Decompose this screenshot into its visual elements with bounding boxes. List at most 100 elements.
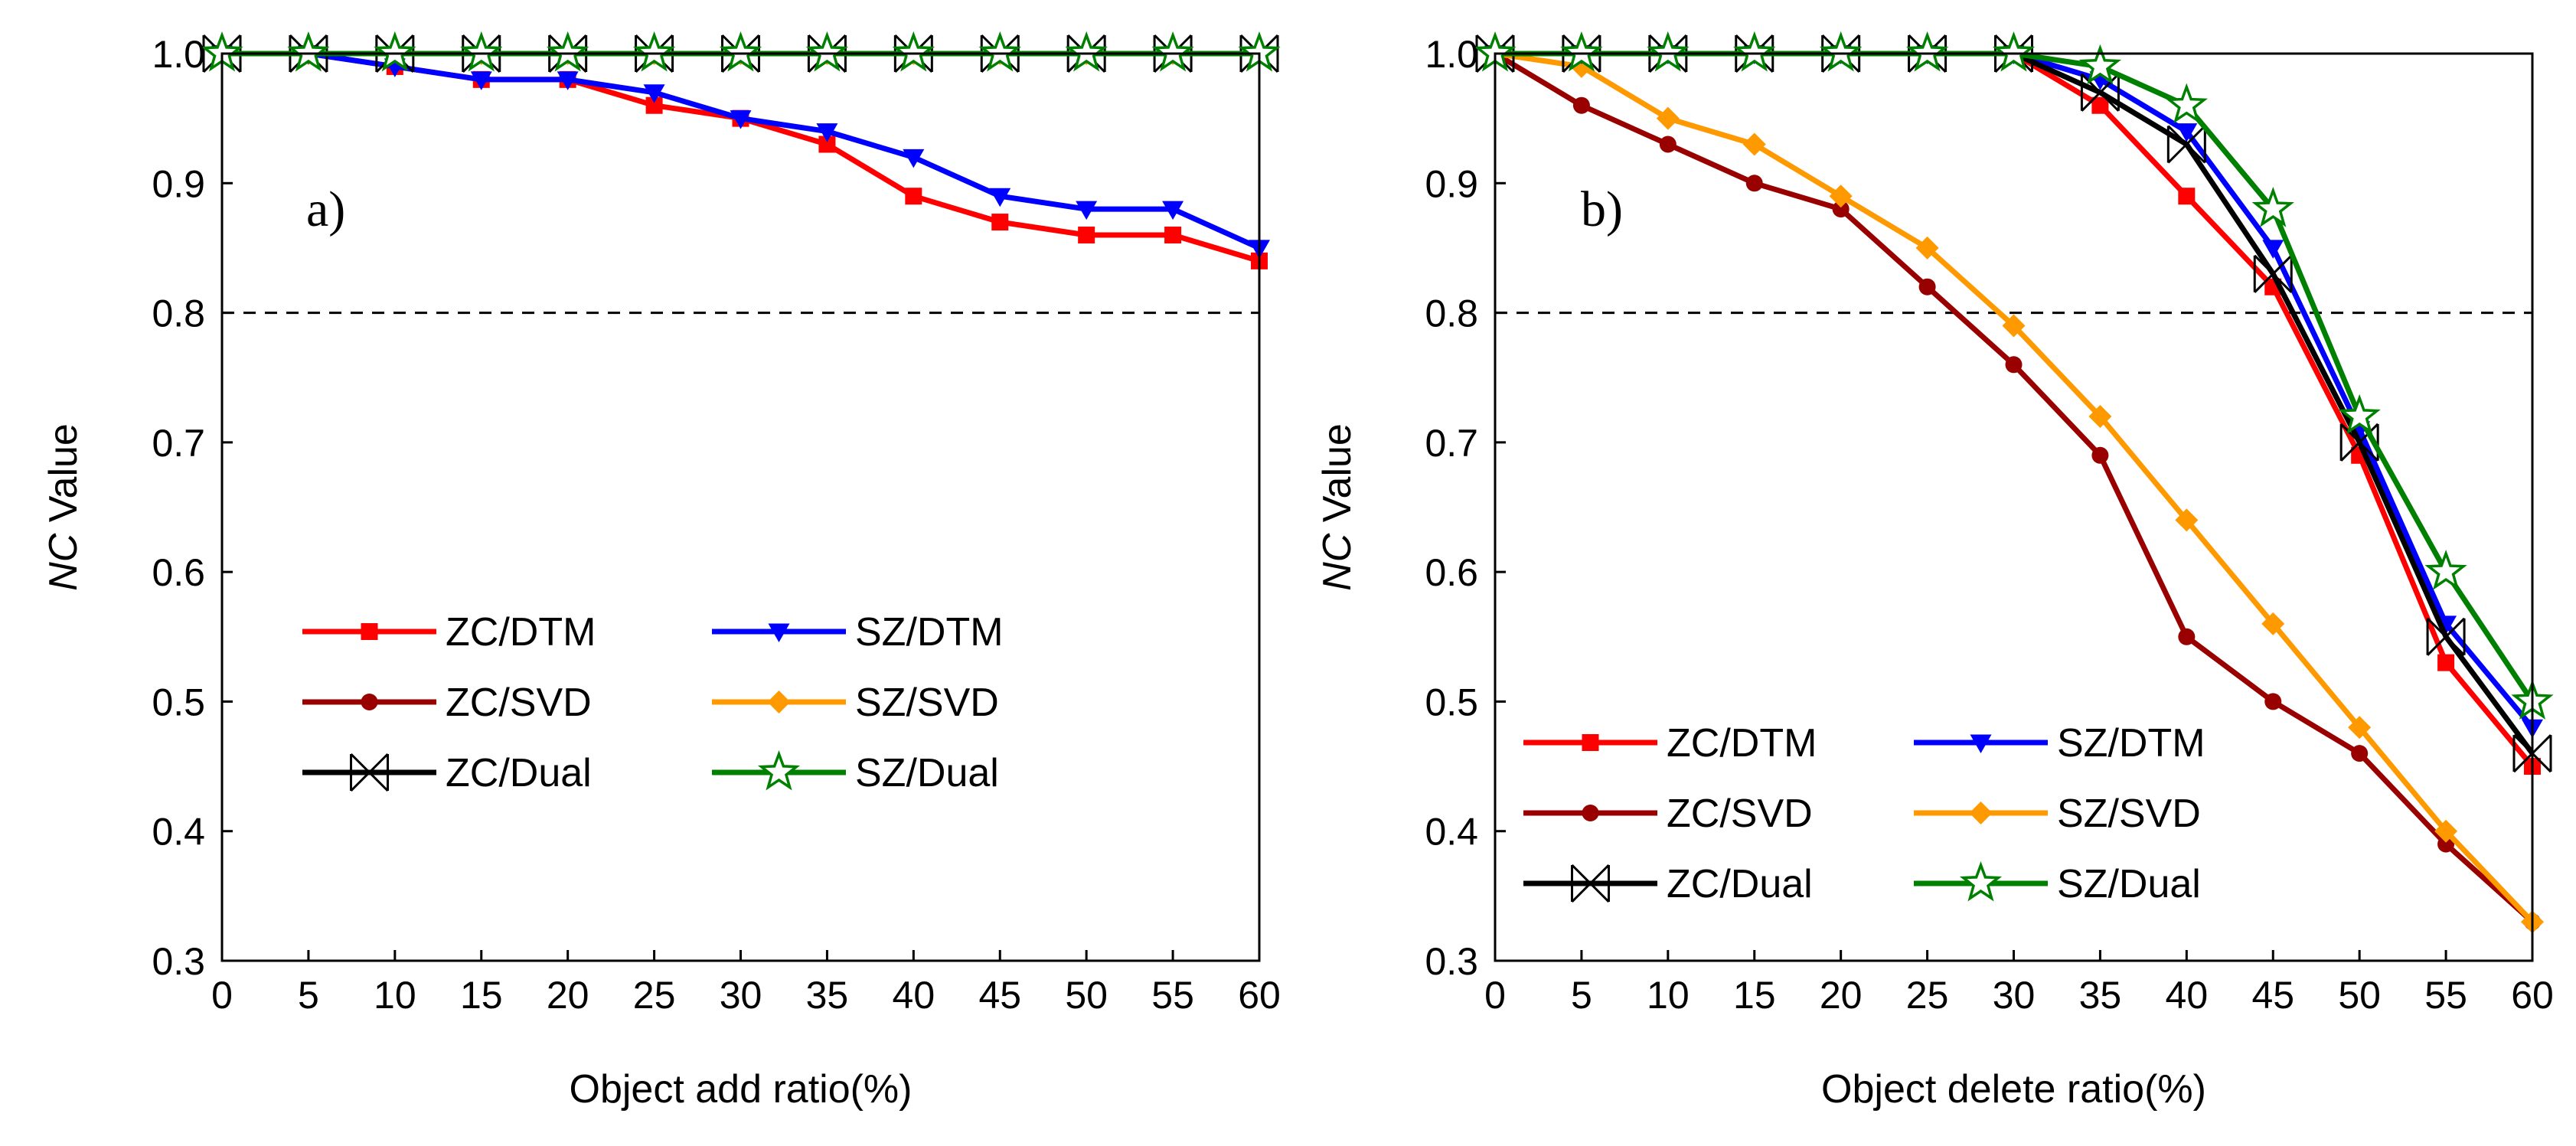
legend-item-zc-dual: ZC/Dual — [1523, 862, 1813, 906]
data-point-sz-dual — [1151, 31, 1194, 72]
y-tick-label: 0.4 — [152, 811, 205, 854]
y-tick-label: 0.3 — [1425, 940, 1478, 983]
legend-item-sz-svd: SZ/SVD — [1914, 792, 2201, 836]
series-line-zc-dtm — [222, 51, 1261, 264]
x-tick-label: 55 — [2424, 974, 2467, 1017]
legend-item-sz-svd: SZ/SVD — [712, 681, 999, 725]
y-tick-label: 0.5 — [1425, 681, 1478, 723]
y-tick-label: 0.8 — [1425, 292, 1478, 335]
data-point-sz-dtm — [1076, 201, 1098, 220]
y-tick-label: 0.9 — [152, 162, 205, 205]
data-point-zc-dtm — [991, 214, 1009, 231]
legend-label-sz-dtm: SZ/DTM — [855, 610, 1004, 655]
data-point-sz-svd — [2434, 819, 2458, 843]
series-line-sz-dtm — [222, 51, 1261, 251]
y-tick-label: 0.3 — [152, 940, 205, 983]
x-tick-label: 55 — [1151, 974, 1194, 1017]
legend-item-zc-svd: ZC/SVD — [302, 681, 592, 725]
data-point-sz-dual — [2078, 44, 2121, 85]
legend-marker-sz-dtm — [1970, 734, 1992, 753]
data-point-sz-dtm — [816, 123, 838, 142]
legend-item-zc-dual: ZC/Dual — [302, 751, 592, 795]
data-point-zc-svd — [1659, 135, 1677, 153]
legend: ZC/DTM SZ/DTM ZC/SVD SZ/SVD ZC/Dual SZ/Dual — [1523, 721, 2205, 906]
data-point-sz-dtm — [643, 84, 665, 103]
data-point-sz-dtm — [2176, 123, 2198, 142]
data-point-sz-dtm — [730, 110, 752, 129]
legend-item-zc-svd: ZC/SVD — [1523, 792, 1813, 836]
y-axis-label: NC Value — [41, 423, 86, 591]
series-line-sz-dtm — [1495, 51, 2535, 730]
y-tick-label: 0.7 — [1425, 422, 1478, 465]
data-point-sz-dual — [2165, 83, 2209, 124]
x-tick-label: 60 — [2511, 974, 2554, 1017]
legend-marker-zc-svd — [361, 694, 378, 710]
data-point-zc-svd — [2005, 356, 2023, 374]
x-tick-label: 10 — [374, 974, 416, 1017]
data-point-zc-svd — [2264, 693, 2282, 710]
x-tick-label: 40 — [2166, 974, 2209, 1017]
data-point-sz-dual — [805, 31, 848, 72]
series-sz-dtm — [1484, 45, 2543, 739]
panel-label: a) — [306, 181, 345, 237]
y-tick-label: 0.7 — [152, 422, 205, 465]
y-tick-label: 0.5 — [152, 681, 205, 723]
x-tick-label: 50 — [1065, 974, 1108, 1017]
x-tick-label: 25 — [633, 974, 676, 1017]
series-zc-dual — [1475, 34, 2552, 773]
legend-item-sz-dtm: SZ/DTM — [712, 610, 1004, 655]
legend-label-zc-dtm: ZC/DTM — [1667, 721, 1817, 766]
data-point-sz-dual — [633, 31, 676, 72]
x-tick-label: 5 — [1571, 974, 1592, 1017]
data-point-zc-svd — [1572, 96, 1590, 114]
x-tick-label: 40 — [893, 974, 935, 1017]
y-tick-label: 1.0 — [1425, 33, 1478, 76]
legend-marker-zc-dual — [350, 753, 389, 792]
data-point-sz-svd — [2175, 508, 2199, 532]
legend-label-sz-dual: SZ/Dual — [2057, 862, 2201, 906]
chart-panel-b: 0 5 10 15 20 25 30 35 40 45 50 55 60 0.3 0.4 0.5 0.6 0.7 0… — [1315, 31, 2554, 1112]
data-point-zc-dtm — [1164, 227, 1182, 243]
data-point-sz-svd — [2348, 716, 2372, 740]
y-tick-label: 0.4 — [1425, 811, 1478, 854]
y-axis-label-rest: Value — [1315, 423, 1360, 534]
data-point-zc-dual — [2166, 125, 2206, 164]
legend-marker-sz-dual — [757, 749, 801, 791]
data-point-zc-svd — [2437, 835, 2455, 853]
data-point-sz-dtm — [1162, 201, 1184, 220]
x-tick-label: 5 — [298, 974, 319, 1017]
y-axis-label-italic: NC — [41, 533, 86, 591]
legend-item-sz-dual: SZ/Dual — [1914, 860, 2201, 906]
x-tick-label: 20 — [1820, 974, 1863, 1017]
data-point-sz-svd — [2261, 612, 2285, 635]
data-point-sz-svd — [2002, 314, 2026, 338]
y-tick-label: 0.9 — [1425, 162, 1478, 205]
data-point-sz-dual — [546, 31, 589, 72]
y-tick-label: 0.8 — [152, 292, 205, 335]
legend-label-zc-svd: ZC/SVD — [1667, 792, 1813, 836]
y-tick-label: 0.6 — [152, 551, 205, 594]
legend-label-zc-dual: ZC/Dual — [1667, 862, 1813, 906]
data-point-sz-dtm — [903, 149, 925, 168]
x-axis-label: Object add ratio(%) — [570, 1067, 913, 1112]
legend-item-sz-dtm: SZ/DTM — [1914, 721, 2205, 766]
y-axis-label-rest: Value — [41, 423, 86, 534]
series-sz-dtm — [211, 45, 1270, 259]
legend-label-sz-svd: SZ/SVD — [2057, 792, 2201, 836]
series-sz-svd — [1484, 42, 2544, 934]
data-point-sz-dual — [374, 31, 416, 72]
data-point-zc-dual — [2253, 254, 2293, 293]
legend-label-zc-dtm: ZC/DTM — [446, 610, 596, 655]
x-tick-label: 50 — [2338, 974, 2381, 1017]
data-point-zc-dtm — [905, 188, 922, 205]
legend-label-zc-dual: ZC/Dual — [446, 751, 592, 795]
data-point-zc-dual — [2426, 617, 2466, 656]
data-point-sz-dual — [1733, 31, 1776, 72]
x-tick-label: 10 — [1647, 974, 1690, 1017]
data-point-sz-svd — [1829, 184, 1853, 208]
data-point-sz-dual — [892, 31, 935, 72]
x-tick-label: 25 — [1906, 974, 1949, 1017]
legend-item-zc-dtm: ZC/DTM — [302, 610, 596, 655]
x-tick-label: 0 — [211, 974, 233, 1017]
data-point-zc-dtm — [2178, 188, 2196, 205]
